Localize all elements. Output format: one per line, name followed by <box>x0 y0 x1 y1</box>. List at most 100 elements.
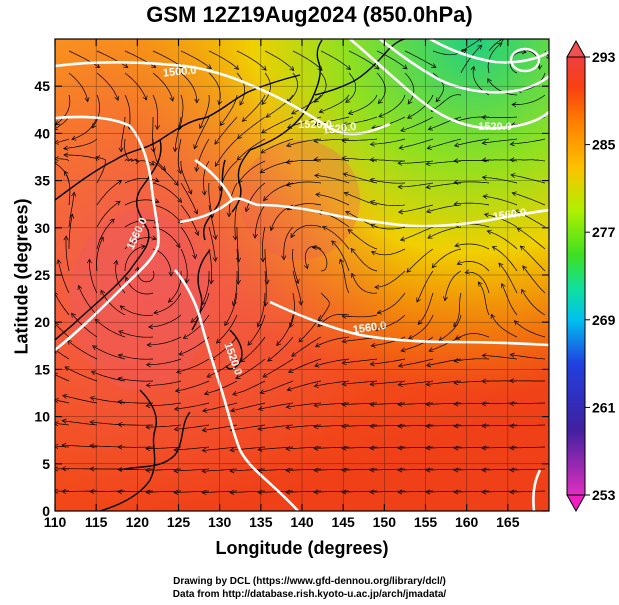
x-tick-label: 120 <box>126 514 150 530</box>
streamline <box>152 204 183 224</box>
streamline-arrowhead <box>397 445 403 451</box>
streamline-arrowhead <box>498 262 504 268</box>
y-tick-label: 45 <box>34 78 50 94</box>
streamline-arrowhead <box>443 296 448 302</box>
streamline <box>206 358 238 378</box>
y-tick-label: 30 <box>34 220 50 236</box>
streamline-arrowhead <box>509 401 515 407</box>
streamline-arrowhead <box>513 209 519 215</box>
streamline-arrowhead <box>99 236 104 242</box>
streamline-arrowhead <box>236 155 242 161</box>
streamline-arrowhead <box>426 145 432 150</box>
streamline-arrowhead <box>142 95 148 101</box>
streamline <box>146 358 182 366</box>
streamline <box>224 292 238 326</box>
streamline-arrowhead <box>289 322 294 328</box>
streamline-arrowhead <box>397 381 403 387</box>
streamline <box>237 138 266 161</box>
streamline-arrowhead <box>118 330 124 335</box>
streamline-arrowhead <box>261 128 267 134</box>
streamline-arrowhead <box>425 161 431 167</box>
streamline-arrowhead <box>369 423 375 429</box>
streamline <box>94 318 126 338</box>
x-axis-label: Longitude (degrees) <box>215 538 389 558</box>
x-tick-label: 115 <box>85 514 108 530</box>
streamline <box>64 154 98 162</box>
streamline-arrowhead <box>425 184 431 190</box>
streamline-arrowhead <box>341 155 347 161</box>
streamline <box>174 116 182 152</box>
streamline <box>454 358 490 362</box>
streamline <box>196 138 210 172</box>
streamline <box>289 292 295 328</box>
streamline <box>152 138 166 171</box>
streamline-arrowhead <box>453 467 459 473</box>
streamline <box>118 377 154 382</box>
streamline-arrowhead <box>313 156 319 162</box>
streamline-arrowhead <box>464 269 470 275</box>
streamline <box>264 50 295 71</box>
colorbar-bottom-arrow <box>566 494 586 513</box>
streamline-arrowhead <box>182 334 188 339</box>
streamline <box>175 380 210 392</box>
streamline <box>254 204 266 239</box>
streamline <box>521 289 546 316</box>
streamline <box>345 72 357 103</box>
x-tick-label: 150 <box>373 514 397 530</box>
streamline-arrowhead <box>427 234 433 239</box>
streamline-arrowhead <box>61 442 67 448</box>
colorbar: 253 261 269 277 285 293 <box>566 39 616 513</box>
streamline <box>398 358 434 367</box>
streamline <box>91 94 100 129</box>
gridlines <box>55 39 549 511</box>
colorbar-tick-label: 253 <box>592 487 616 503</box>
streamline-arrowhead <box>63 152 69 158</box>
streamline <box>342 314 378 318</box>
streamline <box>208 248 213 284</box>
streamline <box>460 44 483 74</box>
streamline-arrowhead <box>145 362 151 368</box>
streamline-arrowhead <box>509 467 515 473</box>
streamline <box>118 354 154 360</box>
streamline-arrowhead <box>509 378 515 384</box>
streamline-arrowhead <box>194 230 200 236</box>
streamline-arrowhead <box>145 424 151 430</box>
streamline-arrowhead <box>289 66 295 72</box>
streamline-arrowhead <box>428 347 434 353</box>
streamline <box>510 354 546 360</box>
streamline-arrowhead <box>201 489 207 495</box>
streamline <box>96 218 115 250</box>
streamline <box>342 116 378 126</box>
contour-label: 1560.0 <box>492 207 527 224</box>
streamline <box>315 193 350 206</box>
streamline <box>190 292 210 323</box>
streamline <box>262 358 294 378</box>
streamline <box>406 248 434 273</box>
streamline-arrowhead <box>229 468 235 474</box>
streamline-arrowhead <box>236 134 243 140</box>
streamline <box>230 468 266 472</box>
streamline-arrowhead <box>63 145 69 151</box>
streamline <box>232 270 238 306</box>
streamline <box>68 214 73 249</box>
streamline-arrowhead <box>61 488 67 494</box>
streamline <box>264 249 268 284</box>
streamline-arrowhead <box>461 49 468 54</box>
streamline <box>210 336 238 361</box>
streamline-arrowhead <box>187 189 193 195</box>
streamline-arrowhead <box>168 271 174 277</box>
streamline-arrowhead <box>217 100 223 106</box>
streamline <box>351 273 378 294</box>
streamline <box>178 336 210 355</box>
streamline-arrowhead <box>55 292 59 295</box>
streamline <box>202 402 238 412</box>
streamline <box>438 314 462 341</box>
streamline <box>220 94 238 126</box>
streamline-arrowhead <box>425 445 431 451</box>
streamline-arrowhead <box>219 120 225 126</box>
streamline <box>124 237 157 250</box>
streamline-arrowhead <box>347 110 354 115</box>
streamline <box>399 138 434 149</box>
streamline <box>96 180 122 206</box>
streamline-arrowhead <box>190 318 196 323</box>
